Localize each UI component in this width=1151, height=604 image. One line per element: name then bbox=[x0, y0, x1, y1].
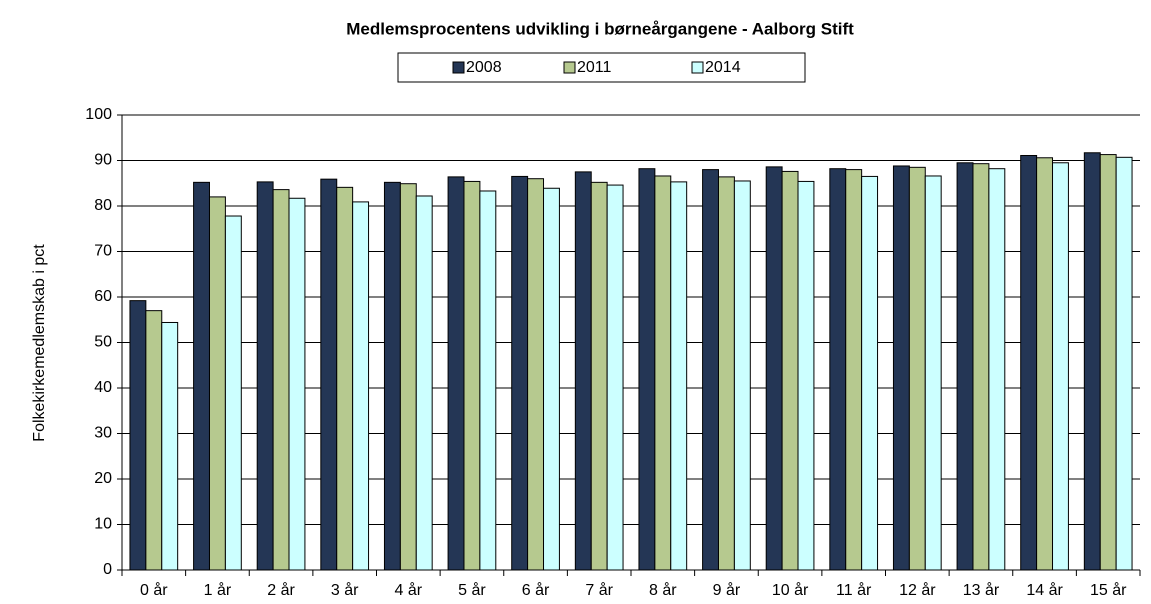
bar bbox=[717, 176, 735, 571]
x-tick-label: 11 år bbox=[836, 581, 872, 599]
bar bbox=[606, 184, 624, 571]
y-tick-label: 80 bbox=[94, 197, 112, 214]
bar bbox=[861, 175, 879, 571]
legend-label: 2008 bbox=[466, 59, 502, 76]
bar bbox=[1115, 156, 1133, 571]
bar bbox=[765, 166, 783, 571]
bar bbox=[781, 170, 799, 571]
x-tick-label: 2 år bbox=[267, 581, 295, 599]
bar bbox=[352, 201, 370, 571]
y-tick-label: 50 bbox=[94, 334, 112, 351]
bar bbox=[1099, 154, 1117, 571]
legend-label: 2011 bbox=[577, 59, 612, 76]
legend-swatch bbox=[563, 61, 576, 74]
bar bbox=[320, 178, 338, 571]
bar bbox=[892, 165, 910, 571]
legend-swatch bbox=[452, 61, 465, 74]
bar bbox=[479, 190, 497, 571]
bar bbox=[383, 181, 401, 571]
legend-box bbox=[397, 52, 806, 83]
bar bbox=[272, 189, 290, 571]
bar bbox=[797, 180, 815, 571]
x-tick-label: 3 år bbox=[331, 581, 359, 599]
bar bbox=[161, 321, 179, 571]
bar bbox=[129, 300, 147, 571]
x-tick-label: 8 år bbox=[649, 581, 677, 599]
bar bbox=[1036, 157, 1054, 571]
bar bbox=[193, 181, 210, 571]
bar bbox=[208, 196, 226, 571]
x-tick-label: 0 år bbox=[140, 581, 168, 599]
x-tick-label: 1 år bbox=[204, 581, 232, 599]
bar bbox=[829, 168, 847, 571]
y-tick-label: 100 bbox=[85, 106, 112, 123]
bar bbox=[988, 168, 1006, 571]
y-tick-label: 90 bbox=[94, 152, 112, 169]
bar bbox=[415, 195, 433, 571]
bar bbox=[145, 310, 163, 571]
y-axis-label: Folkekirkemedlemskab i pct bbox=[31, 244, 48, 442]
x-tick-label: 13 år bbox=[963, 581, 1000, 599]
y-tick-label: 30 bbox=[94, 425, 112, 442]
y-tick-label: 40 bbox=[94, 379, 112, 396]
bar bbox=[924, 175, 942, 571]
y-tick-label: 0 bbox=[103, 561, 112, 578]
bar bbox=[638, 168, 656, 571]
x-tick-label: 4 år bbox=[395, 581, 423, 599]
bar bbox=[590, 181, 608, 571]
bar bbox=[336, 186, 354, 571]
x-tick-label: 7 år bbox=[585, 581, 613, 599]
bar bbox=[733, 180, 751, 571]
bar bbox=[654, 175, 672, 571]
bar bbox=[1020, 154, 1038, 571]
bar bbox=[1083, 152, 1101, 571]
x-tick-label: 14 år bbox=[1026, 581, 1063, 599]
bar bbox=[956, 162, 974, 571]
bar bbox=[574, 171, 592, 571]
y-tick-label: 70 bbox=[94, 243, 112, 260]
bar bbox=[224, 215, 242, 571]
x-tick-label: 12 år bbox=[899, 581, 936, 599]
y-tick-label: 10 bbox=[94, 516, 112, 533]
legend-swatch bbox=[691, 61, 704, 74]
bar bbox=[463, 180, 481, 571]
bar bbox=[288, 197, 306, 571]
bar bbox=[908, 166, 926, 571]
bar bbox=[447, 176, 465, 571]
bar bbox=[702, 169, 719, 571]
bar bbox=[527, 178, 545, 571]
x-tick-label: 10 år bbox=[772, 581, 809, 599]
bar bbox=[511, 175, 529, 571]
bar bbox=[845, 169, 863, 571]
y-tick-label: 60 bbox=[94, 288, 112, 305]
x-tick-label: 15 år bbox=[1090, 581, 1127, 599]
bar bbox=[1052, 162, 1069, 571]
bar bbox=[256, 181, 274, 571]
chart-title: Medlemsprocentens udvikling i børneårgan… bbox=[346, 19, 854, 38]
legend-label: 2014 bbox=[705, 59, 741, 76]
x-tick-label: 6 år bbox=[522, 581, 550, 599]
y-tick-label: 20 bbox=[94, 470, 112, 487]
bar bbox=[972, 163, 990, 571]
bar bbox=[543, 187, 560, 571]
bar bbox=[399, 183, 417, 571]
bar bbox=[670, 181, 688, 571]
x-tick-label: 9 år bbox=[713, 581, 741, 599]
x-tick-label: 5 år bbox=[458, 581, 486, 599]
